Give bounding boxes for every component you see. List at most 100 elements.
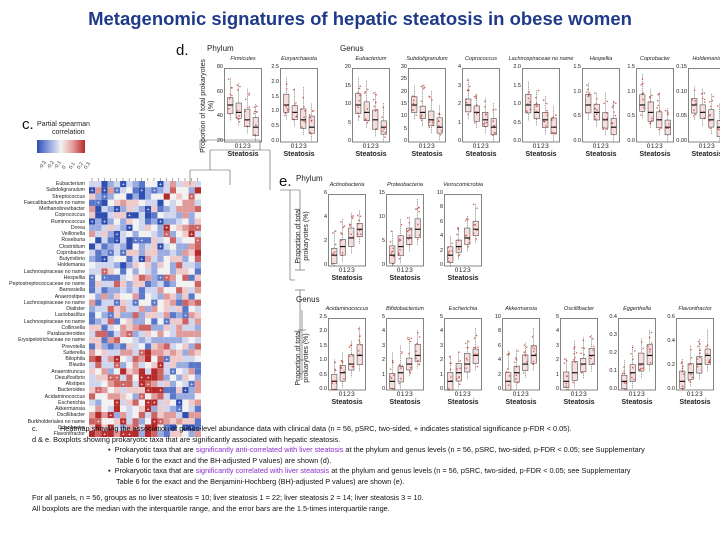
y-tick-label: 0 [347,138,351,144]
heatmap-cell [95,262,102,269]
heatmap-cell [89,380,96,388]
caption-footer-1: For all panels, n = 56, groups as no liv… [32,493,424,502]
data-point [407,336,409,339]
heatmap-cell [157,305,164,313]
data-point [681,385,684,387]
heatmap-cell [138,181,145,188]
data-point [602,118,605,120]
significance-mark: + [140,238,143,244]
data-point [447,388,450,391]
heatmap-cell [89,255,96,263]
heatmap-cell [107,218,114,225]
heatmap-cell [157,237,164,244]
heatmap-cell [169,274,177,281]
data-point [236,84,239,86]
data-point [529,108,532,111]
data-point [640,84,643,86]
x-axis-label: Steatosis [691,151,720,158]
heatmap-cell [101,243,108,250]
axes-frame [444,318,482,391]
data-point [573,347,575,350]
data-point [408,229,410,231]
heatmap-cell [163,418,170,425]
heatmap-cell [95,299,102,306]
y-tick-label: 0.0 [667,386,675,392]
data-point [389,368,392,370]
box [339,239,346,256]
data-point [283,104,286,107]
data-point [573,346,576,348]
heatmap-cell [182,287,189,294]
heatmap-cell [157,230,164,238]
boxplot-title: Coprobacter [639,56,671,62]
heatmap-cell [151,255,158,263]
data-point [400,224,403,226]
heatmap-cell [188,368,195,375]
data-point [551,126,554,128]
heatmap-cell [182,430,189,437]
data-point [390,251,393,253]
data-point [612,104,615,107]
data-point [533,348,536,350]
significance-mark: + [128,226,131,232]
heatmap-cell [188,324,195,331]
box [300,108,307,129]
axes-frame [408,68,446,143]
data-point [706,352,709,355]
heatmap-row-label: Anaerostipes [54,293,85,300]
heatmap-cell [188,349,195,356]
axes-frame [328,194,366,267]
heatmap-cell [194,237,201,244]
y-tick-label: 0.10 [676,88,687,95]
heatmap-cell [126,324,133,331]
heatmap-cell [182,362,189,369]
heatmap-cell [126,181,133,188]
significance-mark: + [140,394,143,400]
heatmap-cell [126,337,133,344]
caption-bullet-1: ▪ Prokaryotic taxa that are significantl… [108,445,645,454]
data-point [334,254,336,257]
significance-mark: + [116,376,119,382]
y-tick-label: 15 [344,82,351,89]
heatmap-cell [132,343,139,350]
heatmap-cell [194,262,201,269]
heatmap-cell [132,274,139,281]
heatmap-cell [145,268,152,275]
heatmap-cell [151,418,158,425]
data-point [625,382,627,384]
heatmap-cell [95,380,102,388]
heatmap-row-label: Peptostreptococcaceae no name [9,281,85,287]
heatmap-cell [101,224,108,231]
heatmap-cell [138,374,145,381]
y-tick-label: 2.5 [271,64,279,70]
data-point [340,221,342,223]
heatmap-cell [188,362,195,369]
heatmap-cell [89,305,96,313]
data-point [390,230,393,233]
y-tick-label: 1.5 [319,342,327,349]
box [389,245,396,264]
data-point [508,353,510,356]
data-point [524,351,527,353]
data-point [409,228,412,231]
heatmap-cell [157,405,164,413]
data-point [253,110,256,112]
data-point [474,353,476,355]
boxplot: Holdemania 0.15 0.10 0.05 0.00 0123 Steatosis [674,56,720,164]
panel-d-letter: d. [176,42,189,59]
heatmap-cell [188,243,195,250]
significance-mark: + [147,382,150,388]
heatmap-cell [188,237,195,244]
data-point [309,116,312,119]
heatmap-cell [151,380,158,388]
heatmap-cell [107,262,114,269]
y-tick-label: 0.6 [667,314,675,320]
data-point [546,109,549,112]
data-point [468,242,470,244]
heatmap-cell [157,205,164,213]
heatmap-cell [107,287,114,294]
data-point [360,343,362,346]
heatmap-row-label: Veillonella [61,231,85,237]
heatmap-cell [169,212,177,219]
heatmap-cell [132,218,139,225]
